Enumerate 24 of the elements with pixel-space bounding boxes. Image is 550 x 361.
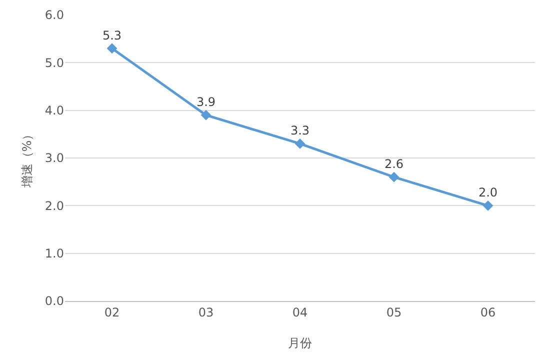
- x-axis-title: 月份: [288, 336, 312, 350]
- y-tick-label: 2.0: [44, 198, 64, 213]
- data-label: 2.0: [478, 186, 498, 200]
- point: [106, 43, 118, 54]
- y-tick-label: 1.0: [44, 246, 64, 261]
- y-tick-label: 6.0: [44, 8, 64, 22]
- x-tick-label: 03: [198, 305, 214, 320]
- point: [482, 200, 494, 211]
- y-axis-title: 增速（%）: [20, 128, 34, 189]
- x-tick-label: 02: [104, 305, 120, 320]
- x-tick-label: 05: [386, 305, 402, 320]
- data-label: 5.3: [102, 28, 122, 42]
- data-label: 3.3: [290, 124, 310, 138]
- data-label: 2.6: [384, 157, 404, 172]
- point: [388, 172, 400, 182]
- x-tick-label: 06: [480, 305, 496, 320]
- y-tick-label: 0.0: [44, 294, 64, 308]
- point: [294, 138, 306, 149]
- y-tick-label: 3.0: [44, 151, 64, 166]
- y-tick-label: 5.0: [44, 56, 64, 70]
- y-tick-label: 4.0: [44, 104, 64, 118]
- x-tick-label: 04: [292, 305, 308, 320]
- data-label: 3.9: [196, 95, 216, 110]
- point: [200, 110, 212, 120]
